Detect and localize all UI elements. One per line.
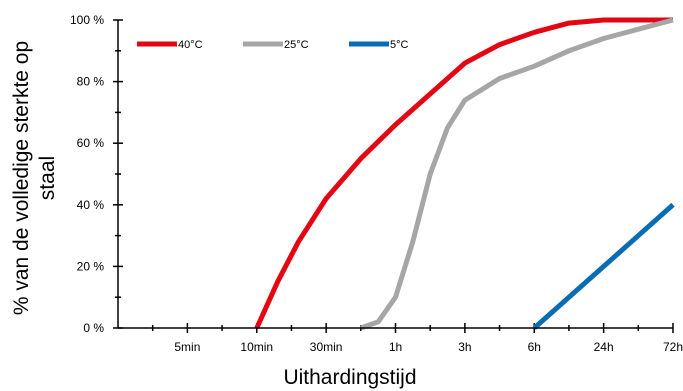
y-tick-label: 100 % (70, 13, 104, 27)
y-tick-label: 80 % (77, 75, 105, 89)
x-tick-label: 30min (310, 340, 343, 354)
x-tick-label: 10min (240, 340, 273, 354)
axes (117, 20, 673, 329)
series-line-1 (254, 17, 673, 330)
x-axis-title: Uithardingstijd (283, 366, 416, 389)
series-line-2 (359, 17, 674, 331)
legend-label-2: 25°C (284, 39, 309, 51)
series-lines (254, 17, 675, 331)
y-tick-label: 20 % (77, 259, 105, 273)
x-tick-label: 72h (663, 340, 683, 354)
y-axis-ticks: 0 % 20 % 40 % 60 % 80 % 100 % (70, 13, 123, 335)
x-tick-label: 3h (458, 340, 471, 354)
legend-label-3: 5°C (390, 39, 409, 51)
y-tick-label: 0 % (83, 321, 104, 335)
x-tick-label: 6h (528, 340, 541, 354)
x-tick-label: 5min (174, 340, 200, 354)
y-tick-label: 60 % (77, 136, 105, 150)
x-axis-ticks: 5min 10min 30min 1h 3h 6h 24h 72h (151, 323, 683, 354)
series-line-3 (532, 202, 675, 330)
x-tick-label: 24h (594, 340, 614, 354)
y-axis-title-line-2: staal (36, 156, 59, 200)
y-axis-title-line-1: % van de volledige sterkte op (10, 41, 33, 315)
legend: 40°C 25°C 5°C (137, 39, 409, 51)
y-tick-label: 40 % (77, 198, 105, 212)
x-tick-label: 1h (389, 340, 402, 354)
legend-label-1: 40°C (178, 39, 203, 51)
